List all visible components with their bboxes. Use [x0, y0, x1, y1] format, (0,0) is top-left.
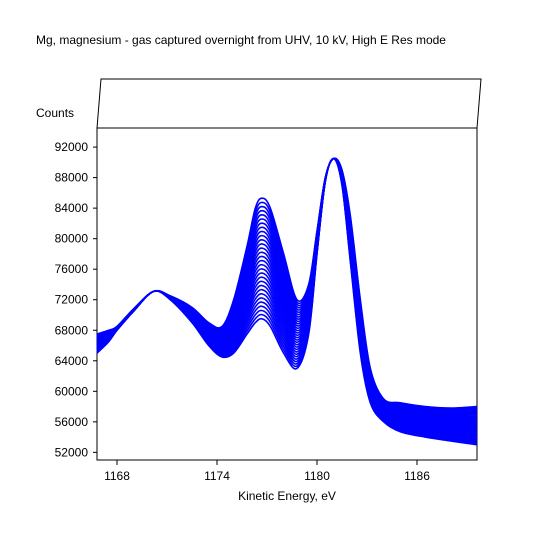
x-axis-label: Kinetic Energy, eV — [238, 489, 336, 503]
x-axis-ticks: 1168 1174 1180 1186 — [104, 460, 430, 483]
spectrum-series-line — [96, 157, 478, 409]
series-layer — [96, 157, 478, 446]
y-tick-label: 80000 — [55, 232, 89, 246]
y-axis-ticks: 52000 56000 60000 64000 68000 72000 76000 80000… — [55, 140, 97, 459]
x-tick-label: 1180 — [304, 469, 330, 483]
y-tick-label: 52000 — [55, 445, 89, 459]
spectrum-series-line — [96, 157, 478, 416]
y-tick-label: 56000 — [55, 415, 89, 429]
x-tick-label: 1168 — [104, 469, 130, 483]
y-tick-label: 60000 — [55, 384, 89, 398]
y-tick-label: 92000 — [55, 140, 89, 154]
y-tick-label: 68000 — [55, 323, 89, 337]
x-tick-label: 1186 — [404, 469, 430, 483]
y-tick-label: 76000 — [55, 262, 89, 276]
plot-top-frame — [96, 78, 482, 129]
y-axis-label: Counts — [36, 106, 74, 120]
chart-title: Mg, magnesium - gas captured overnight f… — [36, 33, 446, 47]
y-tick-label: 88000 — [55, 171, 89, 185]
x-tick-label: 1174 — [204, 469, 230, 483]
y-tick-label: 64000 — [55, 354, 89, 368]
y-tick-label: 84000 — [55, 201, 89, 215]
y-tick-label: 72000 — [55, 293, 89, 307]
plot-frame — [96, 127, 478, 461]
